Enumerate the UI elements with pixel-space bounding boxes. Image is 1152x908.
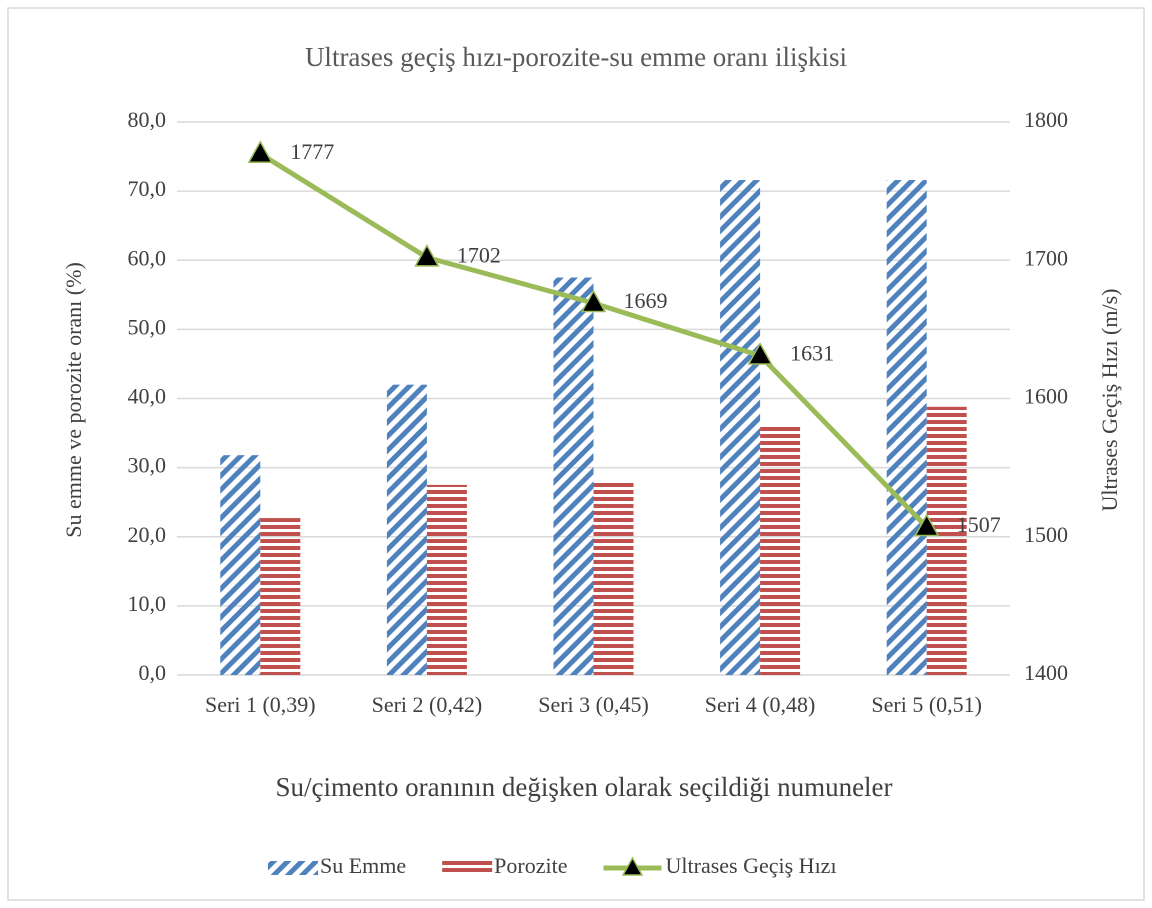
x-tick-label: Seri 5 (0,51): [871, 692, 982, 717]
bar: [720, 180, 761, 675]
y-tick-label: 0,0: [139, 660, 167, 685]
marker: [580, 289, 607, 313]
bar: [426, 484, 467, 675]
data-label: 1631: [790, 341, 834, 366]
bar: [260, 518, 301, 675]
legend-label: Su Emme: [320, 853, 406, 878]
legend-marker: [621, 856, 644, 876]
x-tick-label: Seri 3 (0,45): [538, 692, 649, 717]
legend-swatch: [268, 861, 318, 875]
bar: [926, 406, 967, 675]
marker: [247, 140, 273, 163]
marker: [414, 243, 440, 267]
bar: [760, 426, 801, 675]
y-tick-label: 20,0: [128, 522, 167, 547]
y-tick-label: 60,0: [128, 245, 167, 270]
y2-tick-label: 1400: [1024, 660, 1068, 685]
chart-title: Ultrases geçiş hızı-porozite-su emme ora…: [305, 42, 847, 72]
y-tick-label: 80,0: [128, 107, 167, 132]
marker: [747, 342, 773, 365]
legend-label: Ultrases Geçiş Hızı: [666, 853, 837, 878]
x-tick-label: Seri 4 (0,48): [705, 692, 816, 717]
y2-tick-label: 1700: [1024, 245, 1068, 270]
y2-axis-title: Ultrases Geçiş Hızı (m/s): [1097, 289, 1122, 512]
data-label: 1669: [624, 288, 668, 313]
x-tick-label: Seri 1 (0,39): [205, 692, 316, 717]
legend-label: Porozite: [494, 853, 567, 878]
y-tick-label: 30,0: [128, 453, 167, 478]
y2-tick-label: 1600: [1024, 384, 1068, 409]
data-label: 1507: [957, 512, 1001, 537]
x-tick-label: Seri 2 (0,42): [372, 692, 483, 717]
data-label: 1702: [457, 243, 501, 268]
data-label: 1777: [290, 139, 334, 164]
bar: [886, 180, 927, 675]
y-tick-label: 40,0: [128, 384, 167, 409]
y-tick-label: 50,0: [128, 314, 167, 339]
y-tick-label: 10,0: [128, 591, 167, 616]
marker: [914, 513, 940, 537]
bar: [593, 480, 634, 675]
y2-tick-label: 1500: [1024, 522, 1068, 547]
bar: [386, 384, 427, 675]
bar: [553, 277, 594, 675]
y-axis-title: Su emme ve porozite oranı (%): [61, 262, 86, 538]
y2-tick-label: 1800: [1024, 107, 1068, 132]
legend-swatch: [442, 861, 493, 875]
x-axis-title: Su/çimento oranının değişken olarak seçi…: [275, 772, 892, 802]
bar: [220, 455, 261, 675]
y-tick-label: 70,0: [128, 176, 167, 201]
